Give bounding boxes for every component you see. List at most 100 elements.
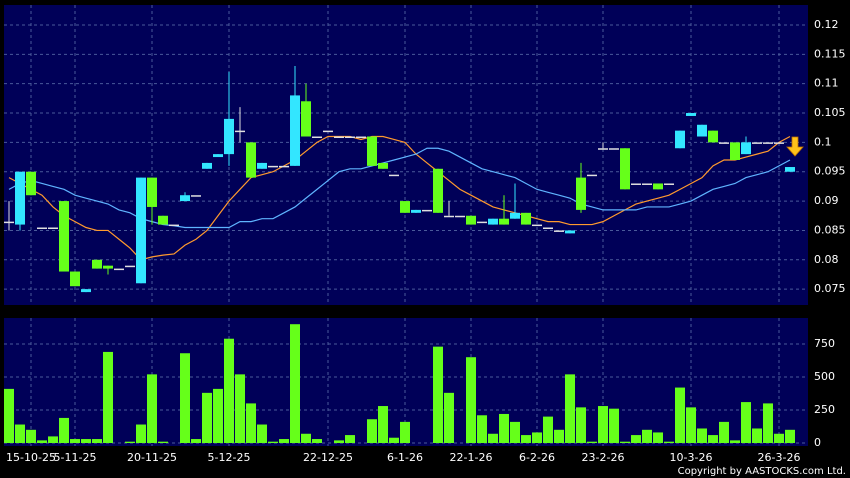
volume-bar bbox=[400, 421, 410, 443]
candle-body bbox=[191, 195, 201, 197]
candle-body bbox=[609, 148, 619, 150]
x-tick-label: 22-12-25 bbox=[303, 451, 353, 464]
candle-body bbox=[81, 289, 91, 293]
volume-bar bbox=[697, 428, 707, 443]
x-tick-label: 5-12-25 bbox=[208, 451, 251, 464]
volume-bar bbox=[576, 407, 586, 443]
volume-bar bbox=[4, 388, 14, 443]
y-tick-label: 0.12 bbox=[814, 18, 839, 31]
volume-bar bbox=[444, 392, 454, 443]
candle-body bbox=[268, 165, 278, 168]
candle-body bbox=[235, 130, 245, 133]
candle-body bbox=[356, 136, 366, 139]
x-tick-label: 23-2-26 bbox=[582, 451, 625, 464]
y-tick-label: 500 bbox=[814, 370, 835, 383]
volume-bar bbox=[202, 392, 212, 443]
x-tick-label: 6-1-26 bbox=[387, 451, 423, 464]
candle-body bbox=[532, 224, 542, 227]
y-tick-label: 0.105 bbox=[814, 106, 846, 119]
y-tick-label: 0.09 bbox=[814, 194, 839, 207]
candle-body bbox=[114, 268, 124, 271]
candle-body bbox=[378, 162, 388, 169]
candle-body bbox=[675, 130, 685, 149]
copyright: Copyright by AASTOCKS.com Ltd. bbox=[678, 466, 846, 477]
candle-body bbox=[697, 124, 707, 137]
y-tick-label: 750 bbox=[814, 337, 835, 350]
candle-body bbox=[345, 136, 355, 139]
volume-bar bbox=[59, 417, 69, 443]
volume-bar bbox=[334, 440, 344, 443]
volume-bar bbox=[378, 406, 388, 443]
y-tick-label: 250 bbox=[814, 403, 835, 416]
volume-bar bbox=[774, 433, 784, 443]
candle-body bbox=[653, 183, 663, 190]
candle-body bbox=[334, 136, 344, 139]
candle-body bbox=[37, 227, 47, 230]
volume-bar bbox=[224, 338, 234, 443]
volume-bar bbox=[719, 421, 729, 443]
volume-bar bbox=[587, 441, 597, 443]
candle-body bbox=[565, 230, 575, 234]
volume-bar bbox=[730, 440, 740, 443]
candle-body bbox=[730, 142, 740, 160]
candle-body bbox=[686, 113, 696, 116]
volume-bar bbox=[477, 415, 487, 443]
y-tick-label: 0 bbox=[814, 436, 821, 449]
volume-bar bbox=[70, 439, 80, 443]
candle-body bbox=[708, 130, 718, 143]
volume-bar bbox=[389, 437, 399, 443]
candle-body bbox=[499, 218, 509, 225]
candle-body bbox=[59, 201, 69, 272]
candle-body bbox=[422, 209, 432, 212]
volume-bar bbox=[213, 388, 223, 443]
candle-body bbox=[554, 230, 564, 232]
volume-bar bbox=[158, 441, 168, 443]
volume-bar bbox=[147, 374, 157, 443]
candle-body bbox=[576, 177, 586, 210]
candle-body bbox=[158, 215, 168, 225]
volume-bar bbox=[103, 351, 113, 443]
volume-bar bbox=[257, 424, 267, 443]
y-tick-label: 0.075 bbox=[814, 282, 846, 295]
candle-body bbox=[510, 212, 520, 219]
candle-body bbox=[257, 162, 267, 169]
candle-body bbox=[169, 224, 179, 227]
volume-bar bbox=[708, 435, 718, 443]
candle-body bbox=[488, 218, 498, 225]
candle-body bbox=[642, 183, 652, 185]
candle-body bbox=[136, 177, 146, 284]
candle-body bbox=[521, 212, 531, 225]
candle-body bbox=[774, 142, 784, 144]
indicator-arrow bbox=[786, 136, 804, 157]
volume-bar bbox=[543, 416, 553, 443]
volume-bar bbox=[598, 406, 608, 443]
volume-bar bbox=[466, 357, 476, 443]
candle-body bbox=[543, 227, 553, 230]
volume-bar bbox=[675, 387, 685, 443]
candle-body bbox=[48, 227, 58, 230]
volume-bar bbox=[488, 433, 498, 443]
y-tick-label: 0.11 bbox=[814, 77, 839, 90]
candle-body bbox=[620, 148, 630, 190]
volume-bar bbox=[37, 440, 47, 443]
volume-bar bbox=[15, 424, 25, 443]
candle-body bbox=[411, 209, 421, 213]
volume-bar bbox=[235, 374, 245, 443]
volume-bar bbox=[367, 419, 377, 443]
volume-bar bbox=[620, 441, 630, 443]
volume-bar bbox=[312, 439, 322, 443]
candle-body bbox=[246, 142, 256, 178]
volume-bar bbox=[180, 353, 190, 443]
candle-body bbox=[279, 165, 289, 168]
volume-bar bbox=[785, 429, 795, 443]
volume-bar bbox=[279, 439, 289, 443]
candle-body bbox=[103, 265, 113, 269]
candle-body bbox=[444, 215, 454, 218]
volume-bar bbox=[499, 413, 509, 443]
candle-body bbox=[301, 101, 311, 137]
volume-bar bbox=[532, 432, 542, 443]
candle-body bbox=[224, 118, 234, 155]
candle-body bbox=[15, 171, 25, 225]
candle-body bbox=[763, 142, 773, 144]
